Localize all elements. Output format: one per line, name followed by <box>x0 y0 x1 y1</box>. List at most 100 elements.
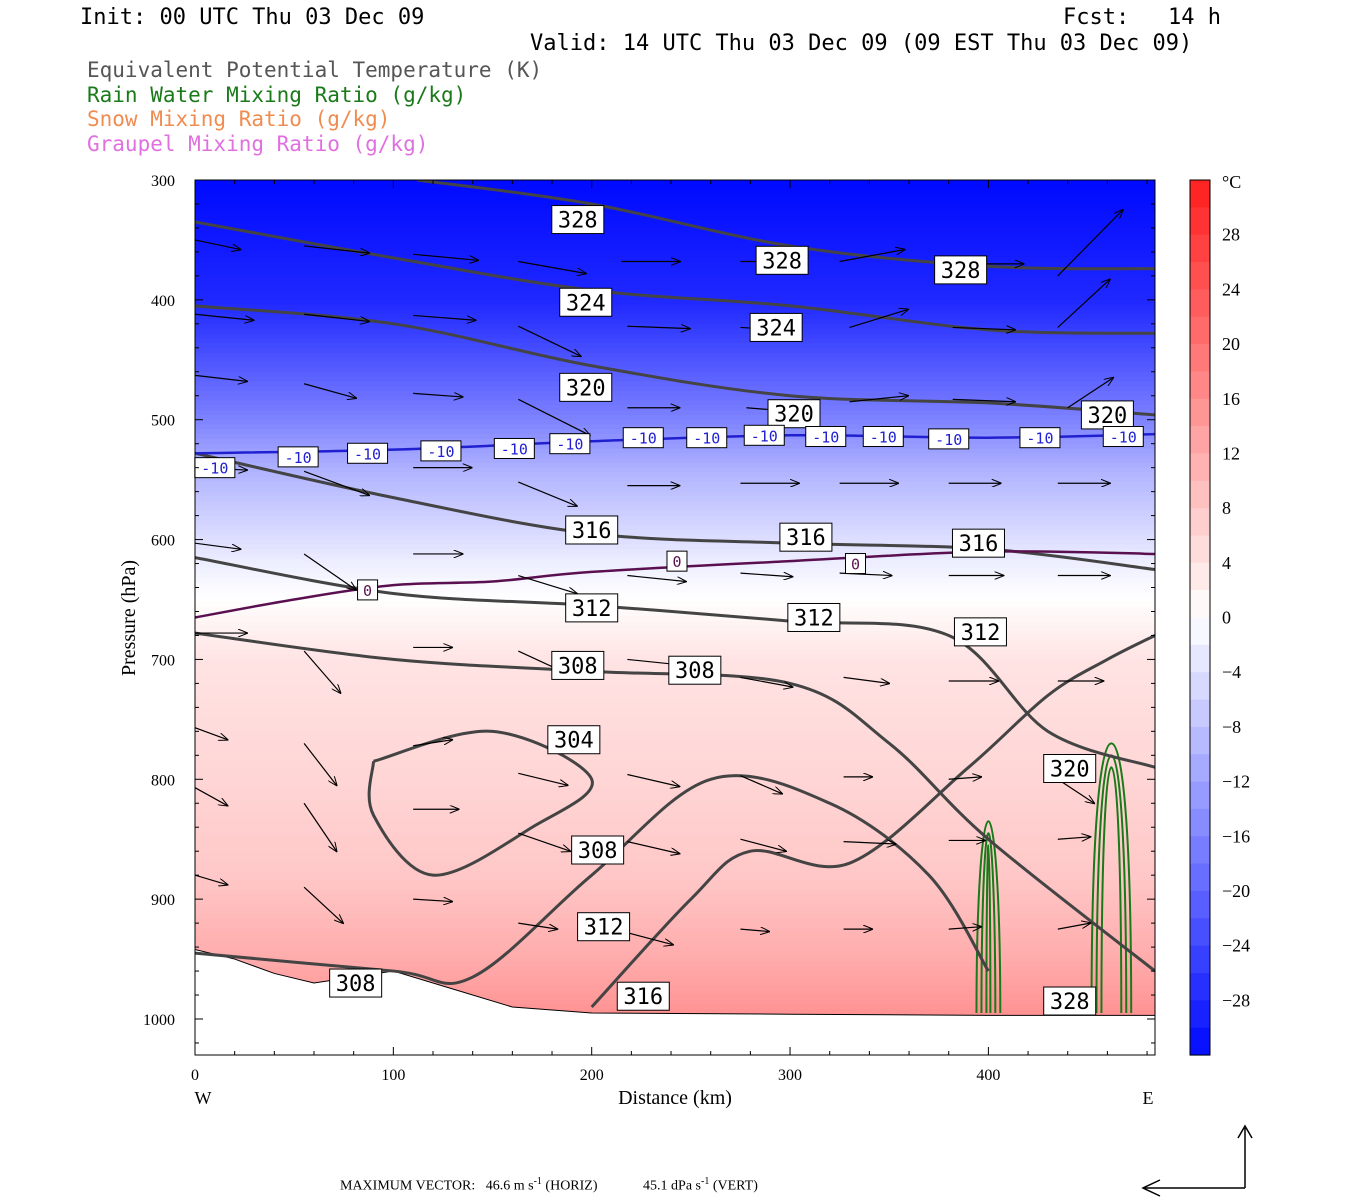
isotherm-label: -10 <box>1026 430 1053 448</box>
temperature-band <box>195 640 1155 646</box>
temperature-band <box>195 486 1155 493</box>
colorbar-bin <box>1190 207 1210 236</box>
theta-e-label: 324 <box>756 316 796 341</box>
west-label: W <box>195 1088 212 1108</box>
theta-e-contour-308 <box>590 634 1155 1009</box>
theta-e-label-box <box>547 725 601 755</box>
temperature-band <box>195 980 1155 987</box>
y-axis-title: Pressure (hPa) <box>118 560 140 676</box>
y-tick-label: 700 <box>151 652 175 669</box>
theta-e-label-box <box>767 399 821 429</box>
temperature-band <box>195 726 1155 732</box>
wind-vector <box>195 874 228 885</box>
colorbar-frame <box>1189 179 1211 1056</box>
wind-vector <box>303 802 337 851</box>
theta-e-label: 316 <box>959 532 999 557</box>
temperature-band <box>195 750 1155 756</box>
temperature-band <box>195 611 1155 617</box>
y-tick-label: 500 <box>151 413 175 430</box>
isotherm-label: -10 <box>501 440 528 458</box>
temperature-band <box>195 414 1155 421</box>
isotherm-label-box <box>928 428 970 450</box>
temperature-band <box>195 199 1155 205</box>
temperature-band <box>195 285 1155 291</box>
theta-e-label: 312 <box>794 606 834 631</box>
theta-e-label-box <box>571 835 625 865</box>
temperature-band <box>195 472 1155 478</box>
theta-e-label: 304 <box>554 729 594 754</box>
temperature-band <box>195 587 1155 593</box>
wind-vector <box>195 542 241 549</box>
temperature-band <box>195 817 1155 824</box>
theta-e-label: 328 <box>762 249 802 274</box>
temperature-band <box>195 386 1155 392</box>
isotherm-label: -10 <box>201 460 228 478</box>
temperature-band <box>195 544 1155 550</box>
temperature-band <box>195 443 1155 450</box>
theta-e-label: 316 <box>623 985 663 1010</box>
temperature-band <box>195 621 1155 627</box>
temperature-band <box>195 975 1155 982</box>
temperature-band <box>195 477 1155 483</box>
temperature-band <box>195 266 1155 272</box>
isotherm-label: -10 <box>1110 428 1137 446</box>
theta-e-contour-316 <box>195 556 1155 769</box>
colorbar-tick-label: 4 <box>1222 553 1231 573</box>
temperature-band <box>195 242 1155 248</box>
init-time: Init: 00 UTC Thu 03 Dec 09 <box>80 5 425 30</box>
theta-e-label-box <box>953 617 1007 647</box>
theta-e-label: 320 <box>566 376 606 401</box>
axes: 300 400 500 600 700 800 900 1000 0 100 200 300 400 <box>143 173 1155 1084</box>
max-vector-footer: MAXIMUM VECTOR: 46.6 m s-1 (HORIZ) 45.1 … <box>340 1176 758 1195</box>
temperature-band <box>195 923 1155 929</box>
temperature-band <box>195 740 1155 747</box>
colorbar-tick-label: −4 <box>1222 662 1241 682</box>
temperature-band <box>195 271 1155 277</box>
terrain <box>195 948 1155 1055</box>
forecast-label: Fcst: <box>1063 5 1130 30</box>
temperature-band <box>195 434 1155 440</box>
vert-value: 45.1 dPa s <box>643 1178 701 1194</box>
temperature-band <box>195 458 1155 464</box>
isotherm-label: 0 <box>363 582 372 600</box>
colorbar: 28 24 20 16 12 8 4 0 −4 −8 −12 −16 −20 −24 −28 <box>1189 179 1250 1056</box>
temperature-band <box>195 347 1155 354</box>
theta-e-label: 320 <box>1050 757 1090 782</box>
wind-vector <box>304 313 369 321</box>
wind-vector <box>195 727 228 740</box>
wind-vectors <box>195 210 1123 945</box>
theta-e-label-box <box>551 205 605 235</box>
theta-e-label: 308 <box>578 839 618 864</box>
vert-unit: (VERT) <box>712 1178 758 1194</box>
theta-e-label-box <box>559 287 613 317</box>
temperature-band <box>195 956 1155 963</box>
wind-vector <box>518 481 577 506</box>
temperature-band <box>195 371 1155 378</box>
colorbar-tick-label: 12 <box>1222 443 1240 463</box>
colorbar-tick-label: 0 <box>1222 608 1231 628</box>
theta-e-label-box <box>616 981 670 1011</box>
temperature-band <box>195 314 1155 320</box>
temperature-band <box>195 999 1155 1006</box>
theta-e-label: 324 <box>566 291 606 316</box>
colorbar-bin <box>1190 371 1210 400</box>
theta-e-label-box <box>1043 753 1097 783</box>
temperature-band <box>195 529 1155 536</box>
y-tick-label: 900 <box>151 892 175 909</box>
temperature-band <box>195 304 1155 311</box>
isotherm-label-box <box>686 427 728 449</box>
wind-vector <box>740 573 792 577</box>
temperature-band <box>195 520 1155 526</box>
valid-time: Valid: 14 UTC Thu 03 Dec 09 (09 EST Thu … <box>530 31 1193 56</box>
temperature-band <box>195 649 1155 656</box>
wind-vector <box>839 250 905 263</box>
colorbar-bin <box>1190 344 1210 373</box>
temperature-band <box>195 400 1155 406</box>
colorbar-bin <box>1190 180 1210 208</box>
temperature-band <box>195 510 1155 517</box>
theta-e-label-box <box>787 602 841 632</box>
colorbar-bin <box>1190 590 1210 619</box>
temperature-band <box>195 947 1155 953</box>
wind-vector <box>740 838 786 851</box>
temperature-band <box>195 971 1155 977</box>
